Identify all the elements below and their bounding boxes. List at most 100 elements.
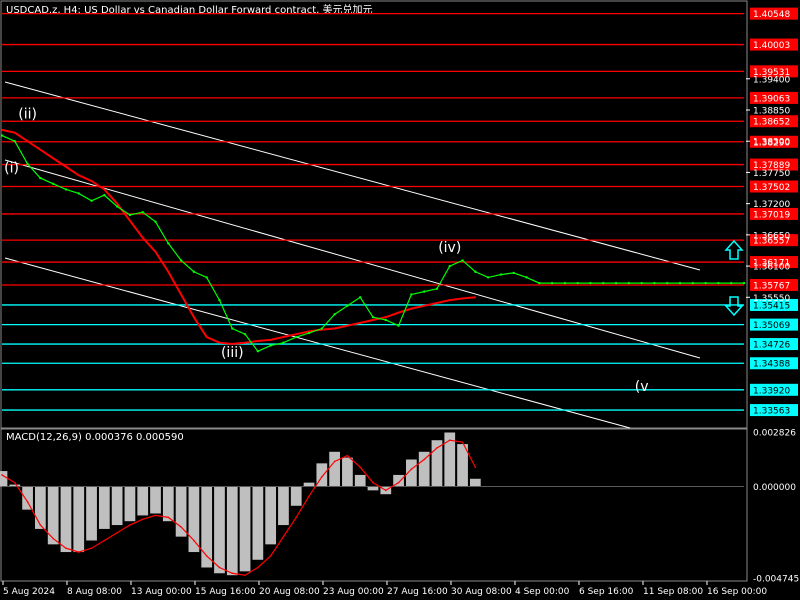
macd-bar — [35, 486, 46, 529]
macd-bar — [201, 486, 213, 568]
price-tick-label: 1.38850 — [753, 107, 790, 117]
level-label: 1.36557 — [753, 237, 790, 247]
macd-bar — [418, 451, 430, 487]
signal-point — [1, 474, 3, 476]
level-label: 1.37502 — [753, 183, 790, 193]
price-point — [141, 210, 144, 214]
time-tick-label: 11 Sep 08:00 — [643, 587, 703, 597]
level-label: 1.37019 — [753, 210, 790, 220]
level-label-box — [750, 256, 798, 269]
macd-bar — [303, 482, 315, 487]
signal-arrows[interactable] — [724, 239, 744, 317]
ma-point — [65, 165, 67, 168]
horizontal-levels[interactable]: 1.40548 1.40003 1.39531 1.39063 1.38652 1.382… — [2, 7, 798, 417]
ma-point — [193, 316, 195, 318]
level-label-box — [750, 158, 798, 171]
down-arrow-icon[interactable] — [724, 296, 744, 317]
time-tick-label: 16 Sep 00:00 — [707, 587, 767, 597]
price-point — [742, 281, 746, 285]
signal-point — [218, 566, 221, 569]
time-tick-label: 30 Aug 08:00 — [451, 587, 512, 597]
signal-point — [269, 555, 272, 557]
price-point — [333, 313, 336, 316]
ma-point — [372, 319, 374, 321]
level-label-box — [750, 180, 798, 193]
macd-bar — [98, 486, 110, 529]
price-point — [269, 344, 272, 347]
level-label-box — [750, 278, 798, 291]
signal-point — [474, 466, 477, 469]
macd-bar — [86, 486, 97, 541]
macd-bar — [47, 486, 59, 545]
macd-bar — [469, 478, 481, 487]
macd-bar — [0, 471, 8, 487]
signal-point — [308, 495, 310, 497]
price-point — [678, 281, 682, 285]
ma-point — [52, 157, 54, 160]
signal-point — [436, 447, 438, 449]
ma-point — [180, 293, 182, 296]
macd-bar — [239, 486, 251, 572]
price-point — [384, 318, 387, 322]
level-label-box — [750, 91, 798, 104]
macd-bar — [265, 486, 277, 545]
channel-upper-line[interactable] — [4, 81, 701, 271]
price-panel[interactable]: USDCAD.z, H4: US Dollar vs Canadian Doll… — [0, 0, 798, 429]
wave-label: (i) — [4, 160, 19, 176]
time-axis: 5 Aug 2024 8 Aug 08:00 13 Aug 00:00 15 Aug … — [2, 581, 767, 597]
signal-point — [333, 460, 336, 463]
price-scale: 1.39400 1.38850 1.38300 1.37750 1.37200 1.366… — [746, 75, 790, 304]
signal-point — [116, 531, 118, 534]
time-tick-label: 13 Aug 00:00 — [131, 587, 192, 597]
macd-bar — [22, 486, 33, 510]
macd-bar — [60, 486, 72, 553]
macd-bar — [175, 486, 187, 537]
price-point — [730, 281, 733, 285]
price-point — [538, 281, 541, 285]
signal-point — [295, 516, 298, 519]
macd-panel-border — [0, 428, 748, 582]
level-label: 1.40003 — [753, 41, 790, 51]
channel-lower-line[interactable] — [4, 257, 631, 429]
level-label: 1.33563 — [753, 407, 790, 417]
price-panel-border — [0, 0, 748, 429]
time-tick-label: 20 Aug 08:00 — [259, 587, 320, 597]
level-label-box — [750, 65, 798, 78]
wave-label: (ii) — [18, 107, 37, 123]
price-point — [192, 270, 196, 273]
macd-bar — [111, 486, 123, 526]
price-point — [614, 281, 618, 285]
wave-label: (iv) — [438, 240, 461, 256]
signal-point — [257, 566, 259, 569]
ma-point — [308, 330, 310, 333]
price-point — [512, 271, 515, 275]
ma-point — [282, 336, 285, 338]
price-tick-label: 1.35550 — [753, 294, 790, 304]
price-point — [704, 281, 707, 285]
price-point — [51, 182, 55, 185]
macd-bar — [354, 474, 366, 487]
moving-average — [1, 128, 477, 345]
level-label: 1.38652 — [753, 118, 790, 128]
price-point — [205, 276, 208, 279]
ma-point — [116, 202, 118, 205]
ma-point — [103, 188, 106, 191]
level-label-box — [750, 298, 798, 311]
up-arrow-icon[interactable] — [724, 239, 744, 260]
level-label: 1.33920 — [753, 386, 790, 396]
ma-line — [1, 128, 476, 345]
level-label-box — [750, 357, 798, 370]
signal-point — [154, 514, 157, 517]
price-point — [691, 281, 695, 285]
signal-point — [461, 441, 464, 443]
price-tick-label: 1.37200 — [753, 200, 790, 210]
price-point — [0, 134, 4, 137]
ma-point — [244, 341, 246, 344]
signal-point — [397, 481, 400, 484]
time-tick-label: 27 Aug 16:00 — [387, 587, 448, 597]
macd-panel[interactable]: MACD(12,26,9) 0.000376 0.000590 0.002826… — [0, 428, 799, 585]
price-point — [64, 188, 68, 191]
price-point — [128, 213, 132, 217]
ma-point — [141, 236, 144, 239]
